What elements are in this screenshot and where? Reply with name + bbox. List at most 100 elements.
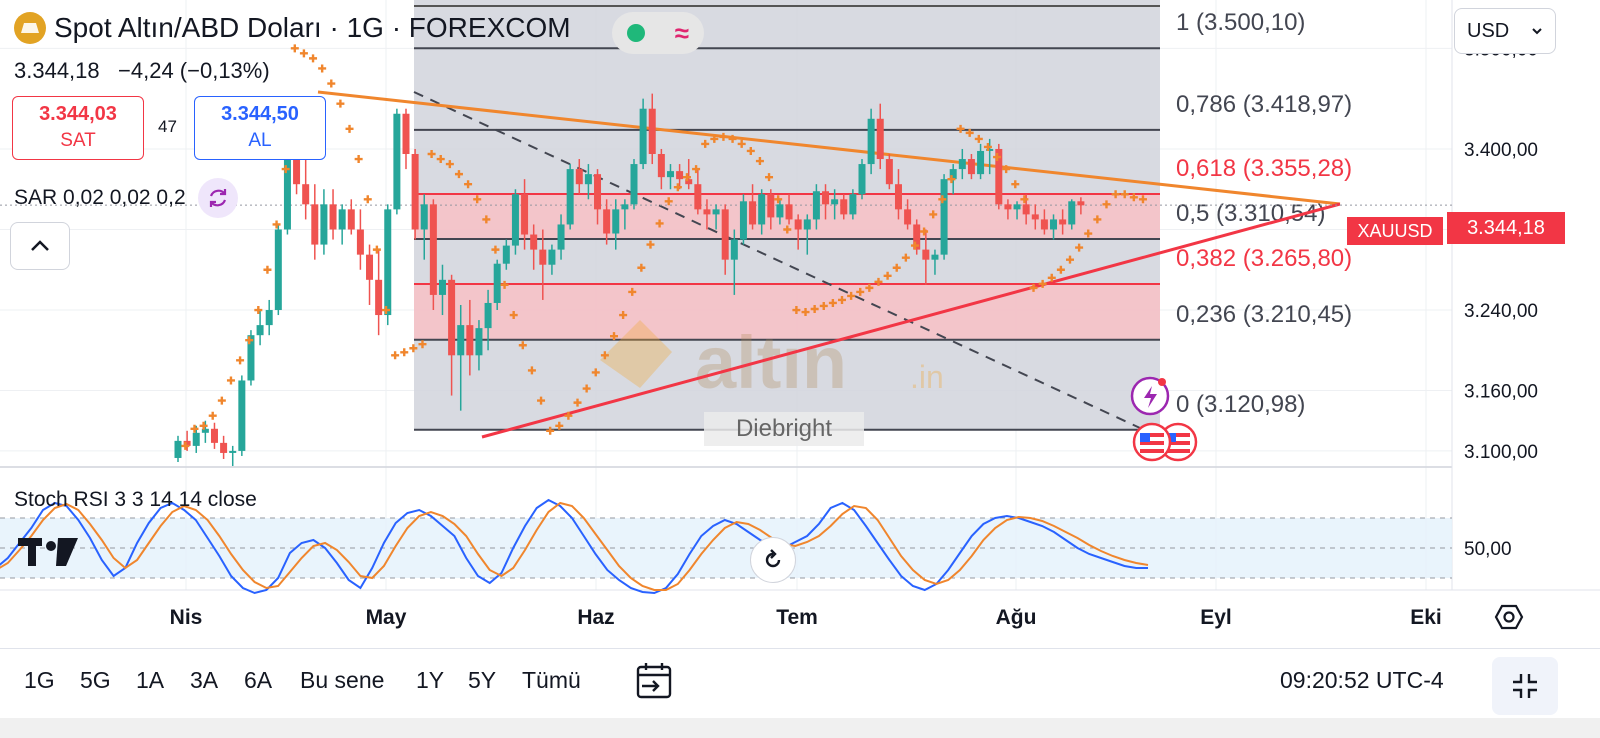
range-3m-button[interactable]: 3A <box>190 667 219 693</box>
sell-button[interactable]: 3.344,03 SAT <box>12 96 144 160</box>
sar-point-38 <box>500 280 509 289</box>
range-1m-button[interactable]: 1A <box>136 667 165 693</box>
time-tick-4: Ağu <box>996 606 1037 629</box>
candle-body-18 <box>338 209 346 230</box>
candle-body-78 <box>885 159 893 185</box>
chevron-down-icon <box>1532 28 1542 35</box>
sar-legend[interactable]: SAR 0,02 0,02 0,2 <box>14 178 238 218</box>
range-all-button[interactable]: Tümü <box>522 667 581 693</box>
range-5y-button[interactable]: 5Y <box>468 667 497 693</box>
collapse-legend-button[interactable] <box>10 222 70 270</box>
sar-point-15 <box>290 44 299 53</box>
candle-body-37 <box>511 194 519 246</box>
currency-selector[interactable]: USD <box>1454 8 1556 54</box>
candle-body-41 <box>548 249 556 265</box>
candle-body-38 <box>521 194 529 235</box>
fib-label-4: 0,382 (3.265,80) <box>1176 245 1352 272</box>
candle-body-9 <box>256 325 264 336</box>
candle-body-13 <box>293 154 301 185</box>
price-tick-0: 3.100,00 <box>1464 442 1538 463</box>
sell-price: 3.344,03 <box>39 103 117 125</box>
sar-point-79 <box>874 277 883 286</box>
stoch-rsi-label[interactable]: Stoch RSI 3 3 14 14 close <box>14 488 257 511</box>
range-6m-button[interactable]: 6A <box>244 667 273 693</box>
candle-body-35 <box>493 263 501 303</box>
market-open-dot-icon <box>626 24 645 42</box>
candle-body-72 <box>831 199 839 205</box>
symbol-title-row[interactable]: Spot Altın/ABD Doları · 1G · FOREXCOM <box>14 12 571 44</box>
candle-body-65 <box>767 194 775 218</box>
watermark: altın .in <box>600 320 944 404</box>
candle-body-99 <box>1077 201 1085 206</box>
chart-settings-button[interactable] <box>1490 598 1528 636</box>
sar-point-54 <box>646 240 655 249</box>
candle-body-3 <box>201 428 209 433</box>
candle-body-33 <box>475 328 483 356</box>
time-tick-6: Eki <box>1410 606 1442 629</box>
sar-point-108 <box>1138 195 1147 204</box>
sell-label: SAT <box>60 130 96 151</box>
range-5d-button[interactable]: 5G <box>80 667 111 693</box>
candle-body-61 <box>730 239 738 260</box>
tradingview-logo-icon[interactable] <box>18 536 80 568</box>
sar-point-27 <box>400 348 409 357</box>
candle-body-40 <box>539 249 547 265</box>
candle-body-64 <box>758 194 766 225</box>
fib-label-0: 1 (3.500,10) <box>1176 9 1305 36</box>
sar-point-83 <box>910 241 919 250</box>
buy-price: 3.344,50 <box>221 103 299 125</box>
sar-point-69 <box>783 225 792 234</box>
sar-point-95 <box>1020 195 1029 204</box>
range-1y-button[interactable]: 1Y <box>416 667 445 693</box>
sar-point-72 <box>810 305 819 314</box>
sar-point-90 <box>974 134 983 143</box>
candle-body-30 <box>448 279 456 356</box>
time-tick-0: Nis <box>170 606 203 629</box>
time-axis: Nis May Haz Tem Ağu Eyl Eki <box>170 606 1442 629</box>
reset-chart-button[interactable] <box>750 537 796 583</box>
reload-icon <box>765 549 781 568</box>
refresh-icon[interactable] <box>197 178 238 218</box>
sar-point-71 <box>801 308 810 317</box>
candle-body-51 <box>639 108 647 165</box>
time-tick-5: Eyl <box>1200 606 1232 629</box>
candle-body-21 <box>366 254 374 280</box>
market-status-pill[interactable]: ≈ <box>612 12 704 54</box>
candle-body-23 <box>384 209 392 316</box>
sar-point-88 <box>956 124 965 133</box>
price-tick-1: 3.160,00 <box>1464 382 1538 403</box>
date-range-icon[interactable] <box>634 661 674 701</box>
sar-point-76 <box>847 291 856 300</box>
candle-body-82 <box>922 249 930 260</box>
fullscreen-icon <box>1513 674 1537 698</box>
buy-button[interactable]: 3.344,50 AL <box>194 96 326 160</box>
clock-time[interactable]: 09:20:52 UTC-4 <box>1280 667 1444 693</box>
candle-body-80 <box>904 209 912 225</box>
author-watermark: Diebright <box>704 412 864 446</box>
candle-body-60 <box>721 209 729 260</box>
sar-point-99 <box>1056 265 1065 274</box>
flag-canton-1 <box>1140 433 1150 442</box>
candle-body-29 <box>438 279 446 295</box>
sar-point-43 <box>546 426 555 435</box>
event-markers[interactable] <box>1130 376 1198 462</box>
sar-point-89 <box>965 128 974 137</box>
sar-point-61 <box>710 134 719 143</box>
candle-body-48 <box>612 209 620 234</box>
fib-label-1: 0,786 (3.418,97) <box>1176 91 1352 118</box>
sar-point-30 <box>427 150 436 158</box>
buy-label: AL <box>248 130 272 151</box>
candle-body-26 <box>411 154 419 230</box>
sar-point-18 <box>318 64 327 73</box>
candle-body-20 <box>356 229 364 255</box>
price-tick-4: 3.400,00 <box>1464 140 1538 161</box>
fullscreen-button[interactable] <box>1492 657 1558 715</box>
range-ytd-button[interactable]: Bu sene <box>300 667 385 693</box>
sar-point-55 <box>655 219 664 228</box>
candle-body-22 <box>375 279 383 316</box>
sar-point-49 <box>600 351 609 360</box>
range-1d-button[interactable]: 1G <box>24 667 55 693</box>
sar-point-104 <box>1102 200 1111 209</box>
flag-stripe-b-1 <box>1140 441 1164 445</box>
trend-lines <box>0 90 1452 439</box>
